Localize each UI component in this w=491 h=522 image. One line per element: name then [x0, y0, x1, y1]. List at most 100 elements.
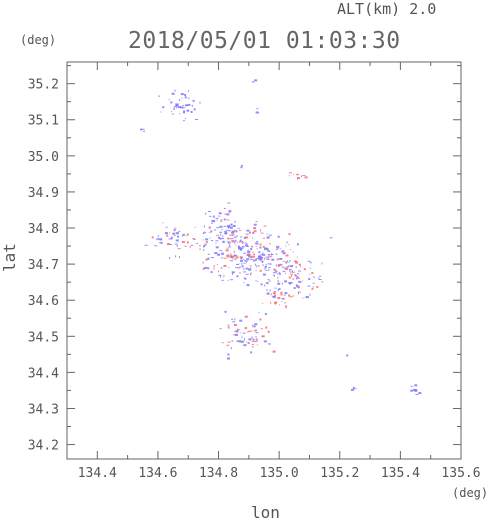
echo-point [184, 245, 187, 247]
echo-point [289, 260, 291, 262]
echo-point [222, 240, 225, 243]
echo-point [292, 251, 294, 253]
echo-point [243, 340, 245, 342]
echo-point [304, 176, 308, 179]
echo-point [266, 233, 268, 235]
timestamp-title: 2018/05/01 01:03:30 [128, 28, 401, 54]
echo-point [239, 240, 242, 242]
echo-point [182, 104, 185, 106]
echo-point [295, 174, 299, 176]
echo-point [321, 281, 324, 283]
echo-point [262, 264, 265, 266]
echo-point [270, 254, 274, 255]
echo-point [251, 255, 255, 258]
echo-point [168, 238, 172, 240]
echo-point [240, 239, 242, 241]
echo-point [199, 248, 201, 251]
echo-point [415, 394, 419, 395]
echo-point [284, 280, 288, 283]
echo-point [169, 232, 171, 234]
echo-point [275, 264, 277, 267]
echo-point [220, 275, 221, 278]
echo-point [184, 96, 187, 99]
echo-point [229, 238, 231, 240]
echo-point [288, 172, 292, 174]
echo-point [281, 266, 284, 268]
echo-point [241, 246, 244, 247]
echo-point [264, 247, 268, 250]
echo-point [246, 268, 250, 270]
echo-point [264, 313, 267, 315]
echo-point [245, 327, 248, 330]
echo-point [252, 237, 253, 239]
echo-point [183, 111, 186, 114]
echo-point [352, 386, 355, 389]
echo-point [410, 385, 413, 387]
x-axis-label: lon [251, 503, 280, 522]
echo-point [271, 258, 275, 261]
echo-point [227, 230, 231, 232]
echo-point [175, 239, 179, 242]
echo-point [255, 336, 257, 338]
echo-point [246, 261, 247, 263]
echo-point [282, 252, 286, 255]
echo-point [279, 263, 283, 266]
echo-point [279, 257, 283, 260]
echo-point [265, 270, 268, 271]
echo-point [267, 279, 270, 281]
echo-point [238, 247, 242, 250]
y-tick-label: 35.1 [28, 114, 59, 129]
echo-point [243, 271, 246, 273]
echo-point [211, 240, 214, 241]
echo-point [187, 109, 190, 112]
x-tick-label: 135.0 [260, 466, 299, 481]
echo-point [274, 287, 277, 289]
echo-point [251, 336, 253, 339]
echo-point [213, 267, 215, 270]
echo-point [293, 173, 295, 175]
echo-point [171, 110, 173, 112]
echo-point [243, 277, 246, 279]
echo-point [264, 284, 266, 287]
echo-point [272, 292, 276, 295]
echo-point [255, 111, 259, 114]
echo-point [244, 260, 248, 262]
echo-point [231, 231, 235, 234]
y-tick-label: 34.7 [28, 258, 59, 273]
echo-point [303, 268, 306, 271]
echo-point [214, 229, 217, 231]
echo-point [309, 267, 311, 269]
echo-point [273, 272, 277, 274]
echo-point [237, 241, 238, 243]
echo-point [218, 215, 221, 217]
echo-point [168, 99, 170, 101]
echo-point [251, 343, 254, 345]
echo-point [277, 235, 280, 238]
echo-point [211, 220, 215, 222]
echo-point [208, 232, 210, 234]
echo-point [265, 282, 269, 284]
echo-point [228, 267, 230, 269]
y-tick-label: 35.2 [28, 78, 59, 93]
echo-point [244, 260, 247, 262]
echo-point [171, 92, 175, 95]
echo-point [265, 263, 267, 266]
echo-point [154, 245, 158, 247]
echo-point [158, 95, 161, 97]
echo-point [224, 218, 227, 220]
echo-point [243, 344, 247, 347]
echo-point [230, 238, 234, 240]
echo-point [297, 277, 301, 279]
x-tick-label: 135.6 [441, 466, 480, 481]
echo-point [256, 265, 258, 268]
echo-point [205, 258, 208, 261]
echo-point [288, 269, 292, 270]
echo-point [289, 296, 293, 298]
echo-point [285, 245, 287, 247]
echo-point [216, 263, 218, 265]
echo-point [267, 330, 270, 333]
echo-point [238, 329, 241, 331]
echo-point [252, 251, 254, 254]
echo-point [235, 267, 239, 269]
echo-point [220, 267, 223, 269]
